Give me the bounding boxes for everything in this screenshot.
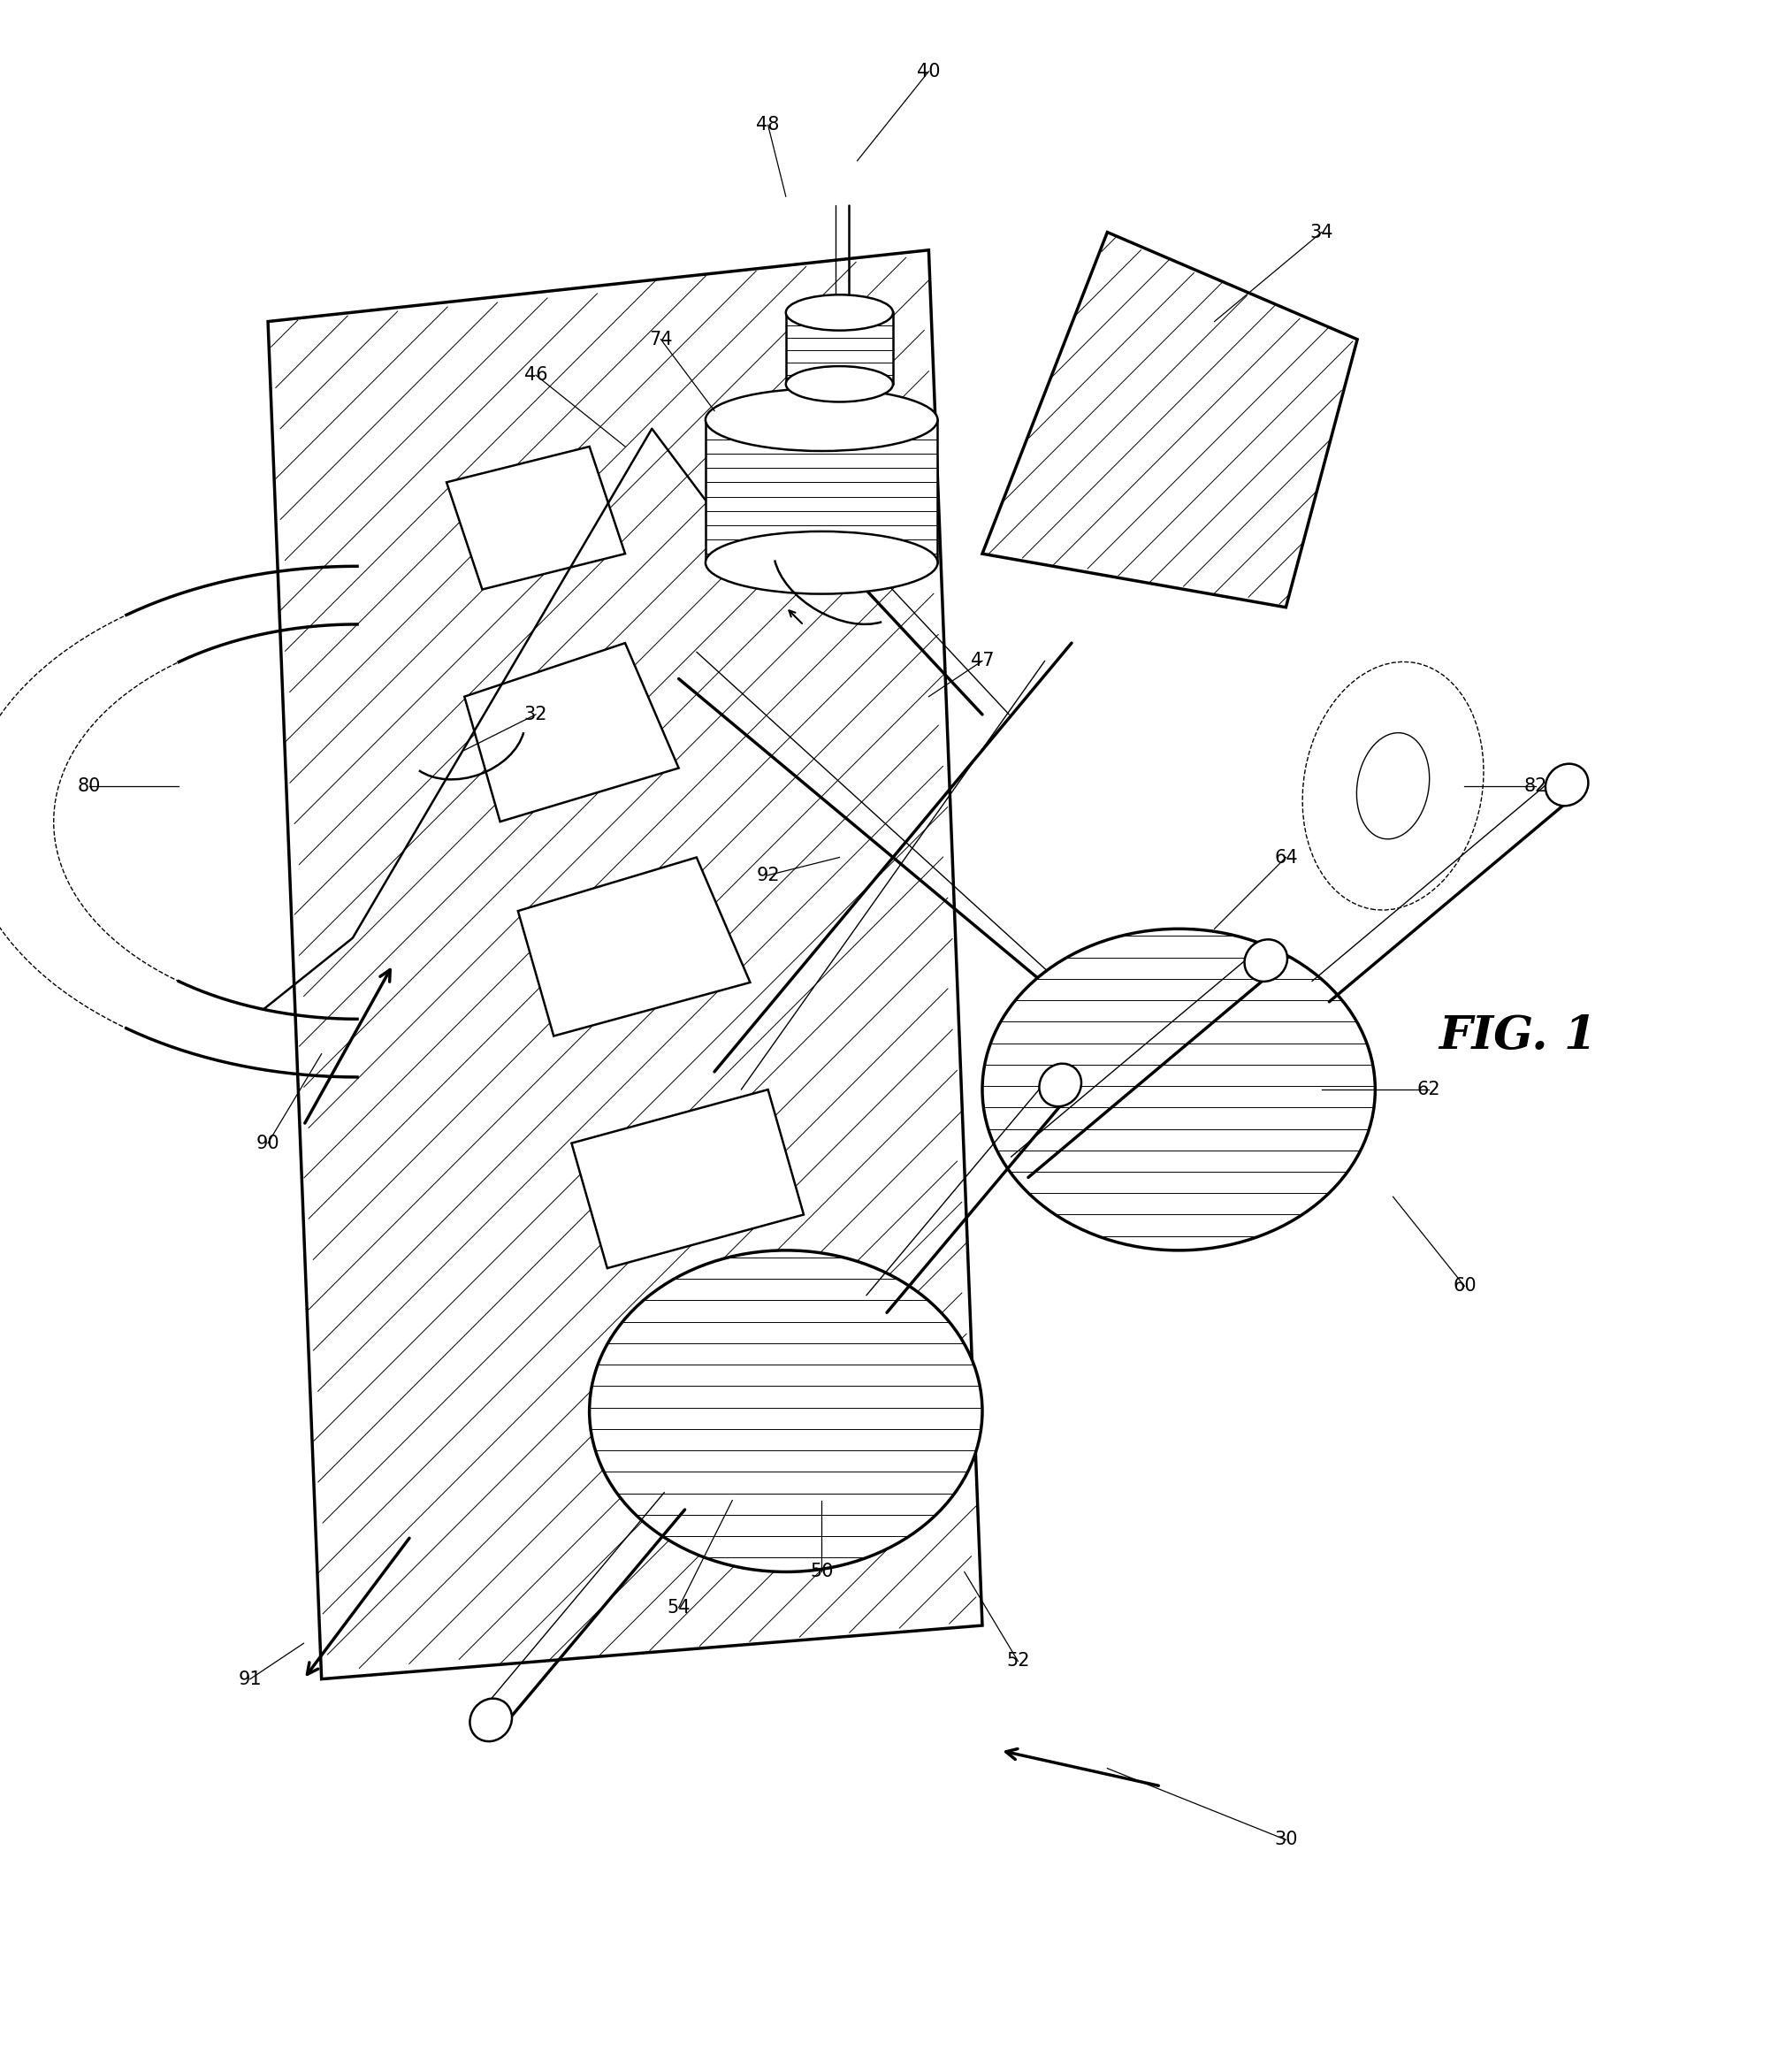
Polygon shape xyxy=(982,232,1357,607)
Text: 62: 62 xyxy=(1416,1082,1441,1098)
Polygon shape xyxy=(572,1090,804,1268)
Text: 80: 80 xyxy=(79,777,102,796)
Polygon shape xyxy=(446,448,625,588)
Ellipse shape xyxy=(705,530,938,595)
Ellipse shape xyxy=(589,1249,982,1573)
Polygon shape xyxy=(705,421,938,564)
Text: 47: 47 xyxy=(970,653,995,669)
Text: 48: 48 xyxy=(755,116,780,135)
Polygon shape xyxy=(518,858,750,1036)
Ellipse shape xyxy=(1545,765,1588,806)
Ellipse shape xyxy=(1245,939,1288,982)
Text: 60: 60 xyxy=(1452,1276,1477,1295)
Text: 64: 64 xyxy=(1273,850,1298,866)
Ellipse shape xyxy=(470,1699,513,1740)
Text: 90: 90 xyxy=(255,1133,280,1152)
Text: 34: 34 xyxy=(1309,224,1334,240)
Ellipse shape xyxy=(786,294,893,329)
Ellipse shape xyxy=(705,390,938,452)
Ellipse shape xyxy=(1302,661,1484,910)
Text: 46: 46 xyxy=(523,367,548,383)
Polygon shape xyxy=(625,1322,857,1500)
Text: 30: 30 xyxy=(1273,1832,1298,1848)
Text: FIG. 1: FIG. 1 xyxy=(1440,1013,1597,1059)
Text: 52: 52 xyxy=(1006,1651,1031,1670)
Text: 32: 32 xyxy=(523,707,548,723)
Ellipse shape xyxy=(786,367,893,402)
Text: 92: 92 xyxy=(755,866,780,885)
Text: 40: 40 xyxy=(916,62,941,81)
Polygon shape xyxy=(786,313,893,383)
Polygon shape xyxy=(464,642,679,823)
Text: 54: 54 xyxy=(666,1600,691,1616)
Ellipse shape xyxy=(982,928,1375,1249)
Text: 91: 91 xyxy=(238,1670,263,1689)
Text: 74: 74 xyxy=(648,332,673,348)
Text: 50: 50 xyxy=(809,1562,834,1581)
Ellipse shape xyxy=(1039,1063,1081,1106)
Text: 82: 82 xyxy=(1523,777,1547,796)
Polygon shape xyxy=(268,251,982,1678)
